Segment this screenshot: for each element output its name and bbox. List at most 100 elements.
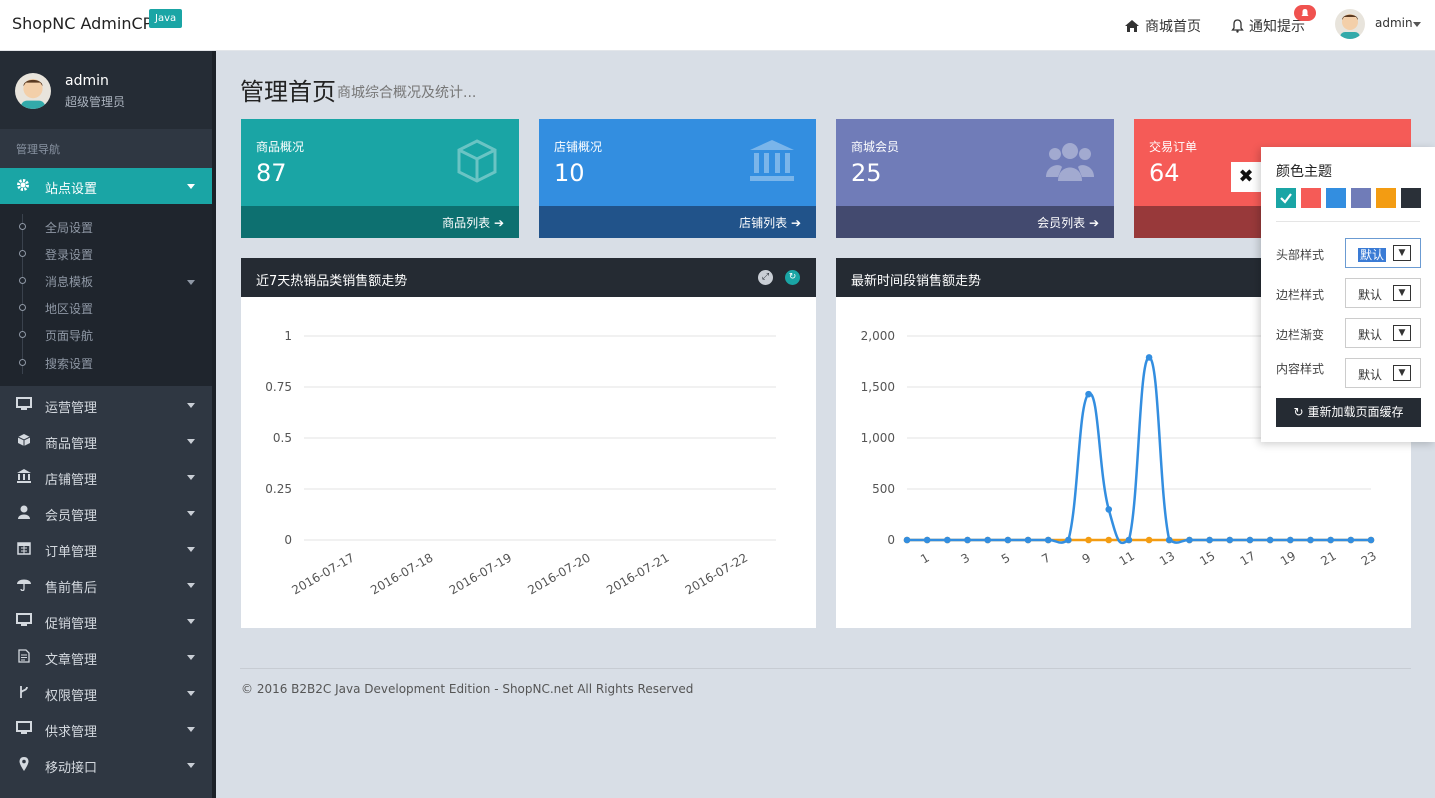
notify-link-label: 通知提示 [1249,19,1305,35]
x-tick-label: 23 [1359,549,1379,569]
sidebar-item-label: 文章管理 [45,653,98,668]
sidebar-item-members[interactable]: 会员管理 [0,495,212,531]
sidebar-item-stores[interactable]: 店铺管理 [0,459,212,495]
nav-title: 管理导航 [16,143,60,156]
sidebar-item-label: 订单管理 [45,545,98,560]
chart-hot-category: 0 0.25 0.5 0.75 1 2016-07-17 2016-07-18 2016-07… [265,329,776,597]
submenu-dot [19,250,26,257]
top-bar: ShopNC AdminCP Java 商城首页 通知提示 admin [0,0,1435,51]
swatch-dark[interactable] [1401,188,1421,208]
card-value: 10 [554,159,585,187]
arrow-right-circle-icon: ➔ [1088,216,1099,230]
cube-icon [457,139,497,183]
brand-badge: Java [149,9,183,28]
chevron-down-icon [187,691,195,696]
sidebar-item-permissions[interactable]: 权限管理 [0,675,212,711]
chevron-down-icon [187,619,195,624]
footer-copyright: © 2016 B2B2C Java Development Edition - … [241,682,694,696]
x-tick-label: 11 [1117,549,1137,569]
swatch-red[interactable] [1301,188,1321,208]
card-link-label: 商品列表 [442,216,491,230]
chevron-down-icon [187,655,195,660]
swatch-orange[interactable] [1376,188,1396,208]
data-point [903,536,911,544]
header-style-select[interactable]: 默认 ▼ [1345,238,1421,268]
sidebar-subitem[interactable]: 地区设置 [45,302,94,316]
expand-icon[interactable]: ⤢ [758,270,773,285]
bell-icon [1231,19,1244,33]
sidebar-item-label: 运营管理 [45,401,98,416]
data-point [964,536,971,544]
sidebar-item-label: 店铺管理 [45,473,98,488]
top-username[interactable]: admin [1375,16,1413,30]
sidebar-item-operations[interactable]: 运营管理 [0,387,212,423]
notify-link[interactable]: 通知提示 [1231,16,1305,36]
sidebar-style-select[interactable]: 默认 ▼ [1345,278,1421,308]
data-point [1347,536,1355,544]
data-point [1266,536,1274,544]
sidebar-subitem[interactable]: 搜索设置 [45,357,94,371]
sidebar-item-supply[interactable]: 供求管理 [0,711,212,747]
close-icon[interactable]: ✖ [1231,162,1261,192]
chevron-down-icon[interactable] [1413,22,1421,27]
x-tick-label: 2016-07-21 [604,550,671,597]
swatch-teal[interactable] [1276,188,1296,208]
sidebar-scrollbar[interactable] [212,51,216,798]
data-point [1125,536,1133,544]
brand-title[interactable]: ShopNC AdminCP [12,14,153,33]
y-tick-label: 2,000 [861,329,895,343]
chevron-down-icon[interactable] [187,280,195,285]
arrow-right-circle-icon: ➔ [493,216,504,230]
y-tick-label: 500 [872,482,895,496]
reload-cache-label: 重新加载页面缓存 [1307,405,1404,419]
chevron-down-icon [187,547,195,552]
home-link[interactable]: 商城首页 [1124,16,1201,36]
swatch-purple[interactable] [1351,188,1371,208]
x-tick-label: 2016-07-22 [683,550,750,597]
x-tick-label: 13 [1157,549,1177,569]
stat-card-stores: 店铺概况 10 店铺列表 ➔ [539,119,816,238]
sidebar-item-articles[interactable]: 文章管理 [0,639,212,675]
card-title: 店铺概况 [554,140,603,154]
card-footer-link[interactable]: 商品列表 ➔ [241,206,519,238]
sidebar: admin 超级管理员 管理导航 站点设置 全局设置 登录设置 消息模板 地区设… [0,51,216,798]
card-footer-link[interactable]: 会员列表 ➔ [836,206,1114,238]
x-tick-label: 17 [1238,549,1258,569]
home-link-label: 商城首页 [1145,19,1201,35]
data-point [1186,536,1193,544]
reload-cache-button[interactable]: ↻ 重新加载页面缓存 [1276,398,1421,427]
y-tick-label: 0 [284,533,292,547]
hot-category-chart-panel: 近7天热销品类销售额走势 ⤢ ↻ 0 0.25 0.5 0.75 1 2016-07-17… [241,258,816,628]
content-style-select[interactable]: 默认 ▼ [1345,358,1421,388]
map-pin-icon [19,757,29,771]
select-value: 默认 [1358,328,1383,342]
panel-title: 近7天热销品类销售额走势 [256,274,408,289]
data-point [1004,536,1012,544]
chevron-down-icon: ▼ [1393,365,1411,381]
sidebar-item-goods[interactable]: 商品管理 [0,423,212,459]
sidebar-subitem[interactable]: 全局设置 [45,221,94,235]
sidebar-subitem[interactable]: 消息模板 [45,275,94,289]
sidebar-subitem[interactable]: 页面导航 [45,329,94,343]
select-value: 默认 [1358,288,1383,302]
sidebar-item-mobile[interactable]: 移动接口 [0,747,212,783]
avatar[interactable] [1335,9,1365,39]
sidebar-gradient-select[interactable]: 默认 ▼ [1345,318,1421,348]
sidebar-item-aftersales[interactable]: 售前售后 [0,567,212,603]
panel-header: 近7天热销品类销售额走势 ⤢ ↻ [241,258,816,297]
swatch-blue[interactable] [1326,188,1346,208]
x-tick-label: 2016-07-19 [447,550,514,597]
sidebar-item-orders[interactable]: 订单管理 [0,531,212,567]
y-tick-label: 1,500 [861,380,895,394]
sidebar-item-promotions[interactable]: 促销管理 [0,603,212,639]
data-point [1206,536,1213,544]
page-title: 管理首页 [240,78,336,106]
x-tick-label: 9 [1080,551,1094,567]
sidebar-subitem[interactable]: 登录设置 [45,248,94,262]
refresh-icon[interactable]: ↻ [785,270,800,285]
sidebar-item-site-settings[interactable]: 站点设置 [0,168,212,204]
card-footer-link[interactable]: 店铺列表 ➔ [539,206,816,238]
sidebar-item-label: 售前售后 [45,581,98,596]
select-value: 默认 [1358,368,1383,382]
x-tick-label: 1 [918,551,932,567]
